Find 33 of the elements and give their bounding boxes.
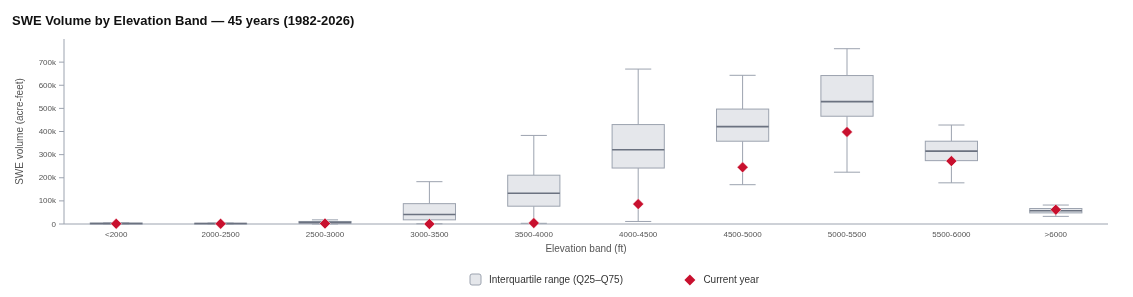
x-tick-label: 3500-4000 xyxy=(514,230,554,239)
point xyxy=(214,218,227,230)
point xyxy=(319,217,331,230)
y-tick-label: 300k xyxy=(38,150,57,160)
legend-label: Interquartile range (Q25–Q75) xyxy=(489,274,623,286)
x-tick-label: 3000-3500 xyxy=(410,230,450,239)
x-tick-label: 5500-6000 xyxy=(932,230,972,239)
x-tick-label: 2000-2500 xyxy=(201,230,241,239)
x-tick-label: 5000-5500 xyxy=(827,230,867,239)
x-tick-label: 4500-5000 xyxy=(723,230,763,239)
point xyxy=(736,161,749,174)
point xyxy=(632,198,644,210)
point xyxy=(423,218,436,230)
y-tick-label: 400k xyxy=(38,127,57,137)
x-tick-label: 4000-4500 xyxy=(619,230,658,239)
point xyxy=(841,126,853,138)
y-tick-label: 500k xyxy=(38,103,57,113)
y-tick-label: 600k xyxy=(38,80,57,90)
point xyxy=(528,217,540,229)
y-tick-label: 0 xyxy=(51,219,57,229)
x-tick-label: 2500-3000 xyxy=(305,230,345,239)
point xyxy=(945,155,958,167)
point xyxy=(110,218,122,230)
x-axis-title: Elevation band (ft) xyxy=(545,243,627,254)
y-axis-title: SWE volume (acre-feet) xyxy=(14,78,25,185)
x-tick-label: <2000 xyxy=(104,230,128,239)
y-tick-label: 200k xyxy=(38,173,57,183)
chart-title: SWE Volume by Elevation Band — 45 years (1982-2026) xyxy=(12,13,355,28)
legend-label: Current year xyxy=(703,274,760,286)
point xyxy=(1050,203,1062,216)
y-tick-label: 700k xyxy=(38,57,57,67)
x-tick-label: >6000 xyxy=(1044,230,1068,239)
y-tick-label: 100k xyxy=(38,196,57,206)
